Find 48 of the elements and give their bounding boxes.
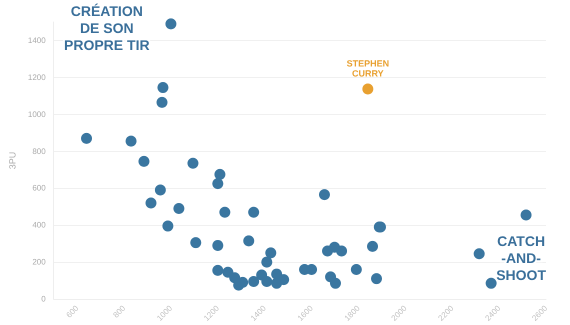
point [336, 245, 348, 256]
point [261, 256, 272, 268]
point [157, 82, 168, 94]
point [212, 240, 224, 251]
point [318, 189, 330, 200]
point [520, 209, 532, 220]
point [219, 206, 230, 218]
point [154, 184, 166, 196]
y-tick-label: 200 [32, 258, 46, 267]
y-tick-label: 400 [32, 220, 46, 230]
point [162, 220, 174, 232]
point [212, 264, 224, 276]
point [362, 84, 374, 95]
point [474, 248, 485, 260]
y-tick-label: 0 [41, 294, 46, 304]
point [126, 136, 137, 147]
point [243, 235, 254, 246]
annotation: CRÉATION DE SON PROPRE TIR [64, 3, 150, 53]
y-tick-label: 800 [32, 146, 46, 156]
point [278, 274, 290, 286]
point [187, 158, 198, 169]
series-label: STEPHEN CURRY [346, 58, 390, 79]
y-tick-label: 1000 [28, 110, 46, 119]
point [350, 264, 362, 275]
point [212, 178, 224, 190]
point [138, 156, 150, 167]
x-tick-label: 600 [64, 303, 81, 320]
point [371, 273, 382, 284]
point [265, 247, 276, 258]
point [261, 276, 272, 287]
point [190, 237, 202, 248]
point [330, 278, 341, 289]
point [165, 18, 176, 30]
y-tick-label: 1400 [28, 36, 46, 45]
point [81, 132, 92, 144]
x-tick-label: 800 [111, 303, 128, 320]
annotation: CATCH -AND- SHOOT [496, 233, 546, 283]
point [367, 240, 378, 252]
point [145, 197, 156, 208]
y-tick-label: 600 [32, 184, 46, 193]
point [156, 96, 168, 108]
y-tick-label: 1200 [28, 72, 46, 82]
y-axis-title: 3PU [8, 152, 18, 170]
point [248, 276, 260, 287]
point [173, 203, 184, 214]
point [486, 278, 497, 289]
point [248, 206, 260, 218]
point [214, 168, 226, 180]
